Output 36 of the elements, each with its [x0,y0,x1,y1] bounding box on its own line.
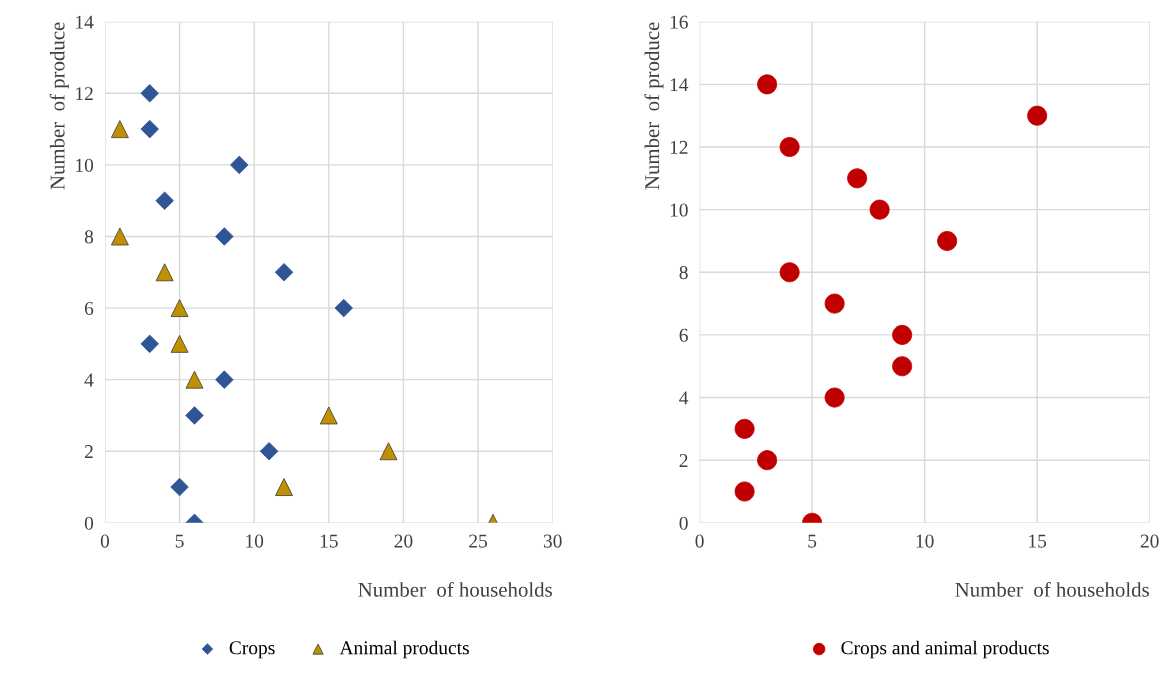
y-tick-label: 2 [679,454,688,467]
x-tick-label: 5 [808,534,817,548]
legend-label: Crops [229,641,275,659]
x-tick-label: 20 [394,534,413,548]
y-tick-label: 10 [670,203,688,217]
y-tick-label: 0 [679,516,688,530]
legend-label: Animal products [339,640,469,659]
y-tick-label: 10 [76,158,94,172]
x-axis-title: Number of households [358,581,552,597]
y-axis-title: Number of produce [49,22,69,190]
x-tick-label: 10 [916,534,934,548]
y-tick-label: 4 [679,391,689,405]
y-tick-label: 14 [670,78,689,92]
y-tick-label: 12 [670,140,688,154]
y-axis-title: Number of produce [644,22,664,190]
y-tick-label: 2 [84,445,93,458]
y-tick-label: 6 [84,301,94,316]
y-tick-label: 0 [84,516,94,530]
y-tick-label: 8 [84,230,94,244]
x-tick-label: 15 [1029,534,1047,548]
x-tick-label: 20 [1140,534,1159,548]
x-tick-label: 10 [246,534,264,548]
legend-label: Crops and animal products [841,640,1049,659]
x-tick-label: 30 [543,534,562,548]
y-tick-label: 14 [76,15,94,29]
y-tick-label: 4 [84,373,94,387]
y-tick-label: 8 [679,266,688,280]
x-tick-label: 15 [320,534,338,548]
y-tick-label: 12 [76,87,93,101]
y-tick-label: 6 [679,328,688,342]
x-tick-label: 0 [100,534,110,548]
x-axis-title: Number of households [955,581,1149,597]
x-tick-label: 5 [175,534,184,548]
x-tick-label: 25 [469,534,488,548]
x-tick-label: 0 [695,534,704,548]
y-tick-label: 16 [670,15,688,29]
